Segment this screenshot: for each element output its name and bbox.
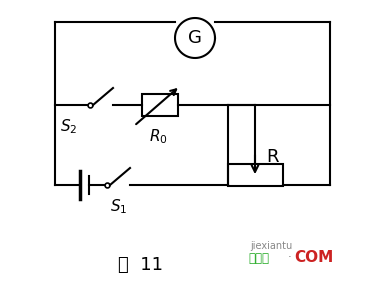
Text: 图  11: 图 11 <box>118 256 163 274</box>
Text: $S_2$: $S_2$ <box>60 118 77 136</box>
Text: jiexiantu: jiexiantu <box>250 241 292 251</box>
Text: G: G <box>188 29 202 47</box>
Text: COM: COM <box>294 251 333 265</box>
Text: R: R <box>267 148 279 166</box>
Text: $R_0$: $R_0$ <box>149 128 167 146</box>
Text: ·: · <box>288 251 292 265</box>
Bar <box>228 164 283 186</box>
Bar <box>142 94 178 116</box>
Text: $S_1$: $S_1$ <box>110 198 127 216</box>
Text: 接线图: 接线图 <box>248 251 269 265</box>
